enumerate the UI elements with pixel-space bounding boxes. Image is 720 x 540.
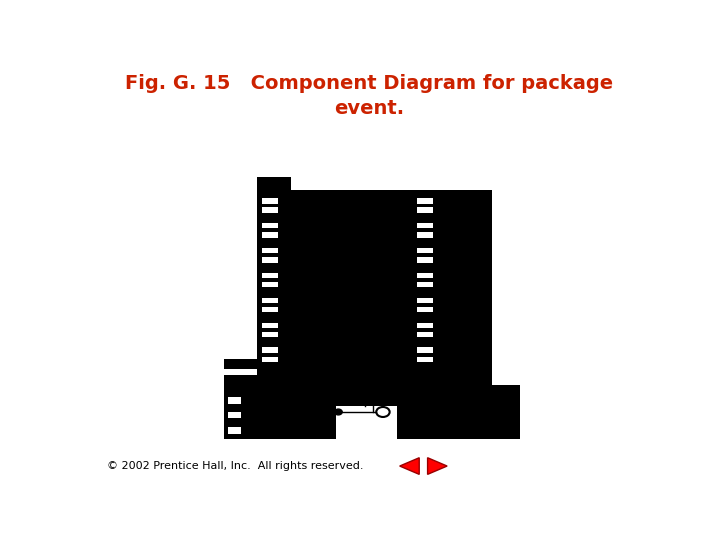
Bar bbox=[228, 397, 240, 404]
Polygon shape bbox=[400, 458, 419, 474]
Bar bbox=[417, 347, 433, 353]
Text: © 2002 Prentice Hall, Inc.  All rights reserved.: © 2002 Prentice Hall, Inc. All rights re… bbox=[107, 461, 364, 471]
Bar bbox=[262, 298, 279, 303]
Bar bbox=[417, 232, 433, 238]
Circle shape bbox=[334, 409, 342, 415]
Bar bbox=[262, 207, 279, 213]
Bar bbox=[262, 257, 279, 262]
Bar bbox=[224, 385, 336, 439]
Bar bbox=[417, 223, 433, 228]
Bar bbox=[262, 347, 279, 353]
Bar bbox=[397, 359, 431, 369]
Polygon shape bbox=[428, 458, 447, 474]
Bar bbox=[417, 198, 433, 204]
Text: event.: event. bbox=[334, 99, 404, 118]
Bar bbox=[262, 223, 279, 228]
Bar bbox=[228, 427, 240, 434]
Bar bbox=[417, 357, 433, 362]
Bar bbox=[262, 357, 279, 362]
Bar bbox=[397, 375, 431, 385]
Bar bbox=[417, 273, 433, 278]
Bar bbox=[258, 177, 291, 190]
Bar bbox=[262, 322, 279, 328]
Text: Fig. G. 15   Component Diagram for package: Fig. G. 15 Component Diagram for package bbox=[125, 74, 613, 93]
Bar bbox=[417, 207, 433, 213]
Bar bbox=[262, 232, 279, 238]
Bar bbox=[262, 198, 279, 204]
Bar bbox=[417, 257, 433, 262]
Bar bbox=[417, 282, 433, 287]
Bar bbox=[262, 273, 279, 278]
Bar bbox=[224, 359, 258, 369]
Bar bbox=[417, 322, 433, 328]
Bar bbox=[417, 332, 433, 337]
Bar bbox=[417, 248, 433, 253]
Bar bbox=[417, 307, 433, 312]
Bar bbox=[258, 190, 492, 406]
Bar bbox=[262, 332, 279, 337]
Bar bbox=[228, 412, 240, 418]
Bar bbox=[262, 307, 279, 312]
Bar bbox=[224, 375, 258, 385]
Bar bbox=[262, 282, 279, 287]
Bar bbox=[262, 248, 279, 253]
Bar bbox=[417, 298, 433, 303]
Bar bbox=[397, 385, 520, 439]
